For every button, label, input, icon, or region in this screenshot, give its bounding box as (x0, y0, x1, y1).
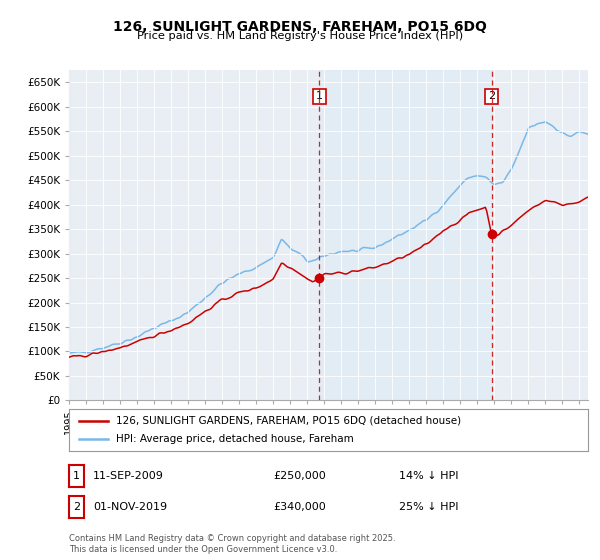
Text: Price paid vs. HM Land Registry's House Price Index (HPI): Price paid vs. HM Land Registry's House … (137, 31, 463, 41)
Text: 126, SUNLIGHT GARDENS, FAREHAM, PO15 6DQ: 126, SUNLIGHT GARDENS, FAREHAM, PO15 6DQ (113, 20, 487, 34)
Text: 2: 2 (73, 502, 80, 512)
Text: 2: 2 (488, 91, 495, 101)
Text: HPI: Average price, detached house, Fareham: HPI: Average price, detached house, Fare… (116, 434, 353, 444)
Text: 14% ↓ HPI: 14% ↓ HPI (399, 471, 458, 481)
Text: 126, SUNLIGHT GARDENS, FAREHAM, PO15 6DQ (detached house): 126, SUNLIGHT GARDENS, FAREHAM, PO15 6DQ… (116, 416, 461, 426)
Text: 1: 1 (73, 471, 80, 481)
Text: 1: 1 (316, 91, 323, 101)
Text: 11-SEP-2009: 11-SEP-2009 (93, 471, 164, 481)
Text: £250,000: £250,000 (273, 471, 326, 481)
Text: Contains HM Land Registry data © Crown copyright and database right 2025.
This d: Contains HM Land Registry data © Crown c… (69, 534, 395, 554)
Text: 25% ↓ HPI: 25% ↓ HPI (399, 502, 458, 512)
Bar (319, 70, 491, 400)
Text: 01-NOV-2019: 01-NOV-2019 (93, 502, 167, 512)
Text: £340,000: £340,000 (273, 502, 326, 512)
